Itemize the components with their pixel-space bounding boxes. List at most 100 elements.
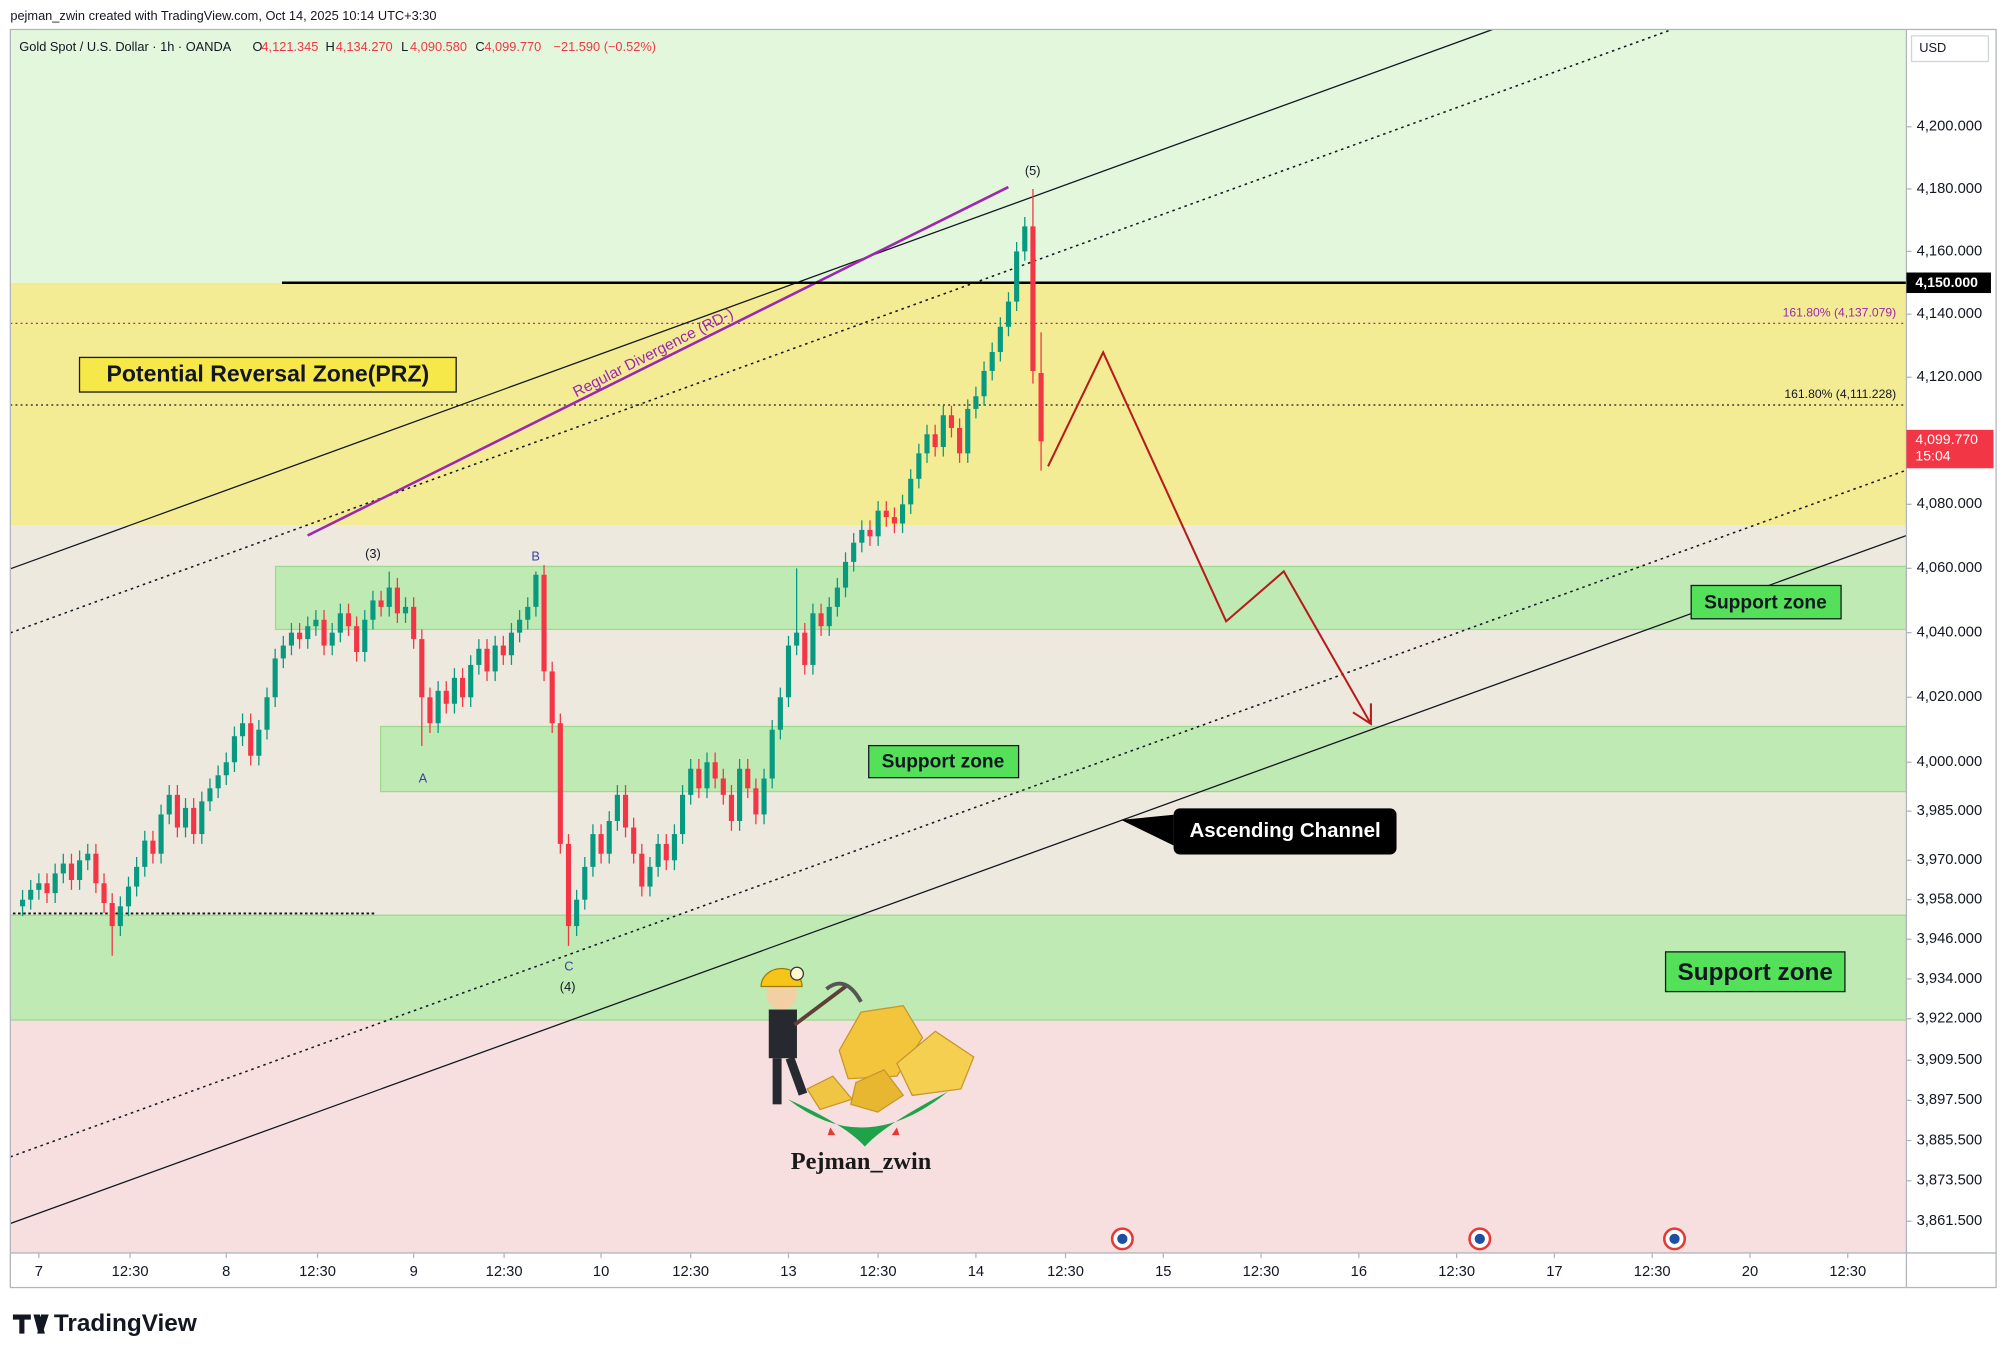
x-tick-label: 17 — [1546, 1264, 1562, 1280]
candle-body — [777, 697, 783, 730]
ohlc-value: 4,121.345 — [261, 39, 318, 54]
candle-body — [891, 517, 897, 524]
candle-body — [117, 906, 123, 927]
candle-body — [663, 843, 669, 861]
candle-body — [557, 723, 563, 844]
candle-body — [313, 619, 319, 627]
y-tick-label: 3,885.500 — [1917, 1132, 1982, 1148]
candle-body — [582, 866, 588, 900]
y-tick-label: 3,861.500 — [1917, 1213, 1982, 1229]
currency-box — [1910, 35, 1990, 63]
brand-name: TradingView — [54, 1310, 197, 1337]
candle-body — [476, 648, 482, 665]
candle-body — [362, 619, 368, 653]
candle-body — [370, 600, 376, 620]
wave-label: (3) — [365, 546, 381, 561]
candle-body — [85, 853, 91, 861]
y-tick-label: 4,140.000 — [1917, 306, 1982, 322]
candle-body — [354, 626, 360, 653]
wave-label: (5) — [1025, 163, 1041, 178]
band-upper — [10, 29, 1907, 283]
wave-label: B — [531, 549, 540, 564]
y-tick-label: 3,897.500 — [1917, 1092, 1982, 1108]
zone — [10, 282, 1907, 526]
zone — [379, 725, 1907, 793]
candle-body — [28, 889, 34, 900]
candle-body — [297, 632, 303, 640]
candle-body — [386, 587, 392, 607]
price-level-label: 4,150.000 — [1915, 274, 1978, 290]
candle-body — [272, 658, 278, 698]
candle-body — [590, 834, 596, 867]
candle-body — [916, 453, 922, 479]
x-tick-label: 16 — [1351, 1264, 1367, 1280]
wave-label: (4) — [560, 979, 576, 994]
y-tick-label: 3,909.500 — [1917, 1052, 1982, 1068]
x-tick-label: 20 — [1742, 1264, 1758, 1280]
candle-body — [598, 834, 604, 854]
support-label: Support zone — [882, 751, 1005, 772]
candle-body — [631, 827, 637, 854]
y-tick-label: 4,120.000 — [1917, 369, 1982, 385]
chart-frame — [9, 28, 1997, 1289]
prz-label-box — [78, 356, 457, 393]
candle-body — [785, 645, 792, 698]
candle-body — [997, 326, 1003, 352]
currency: USD — [1919, 40, 1946, 55]
last-price-label: 4,099.770 — [1915, 431, 1978, 447]
candle-body — [264, 697, 270, 730]
candle-body — [500, 645, 506, 656]
candle-body — [549, 671, 555, 724]
candle-body — [769, 729, 775, 779]
candle-body — [981, 370, 987, 397]
support-label: Support zone — [1678, 959, 1833, 986]
x-tick-label: 9 — [410, 1264, 418, 1280]
candle-body — [745, 768, 751, 789]
candle-body — [842, 561, 849, 588]
candle-body — [834, 587, 840, 607]
y-tick-label: 4,020.000 — [1917, 689, 1982, 705]
candle-body — [1038, 373, 1044, 442]
projection-arrow — [1047, 349, 1372, 725]
wave-label: A — [419, 770, 428, 785]
candle-body — [671, 834, 677, 861]
y-tick-label: 4,200.000 — [1917, 119, 1982, 135]
x-tick-label: 8 — [222, 1264, 230, 1280]
y-tick-label: 3,934.000 — [1917, 971, 1982, 987]
candle-body — [460, 677, 466, 698]
candle-body — [288, 632, 295, 646]
attribution: pejman_zwin created with TradingView.com… — [10, 8, 436, 23]
candle-body — [411, 606, 417, 640]
candle-body — [696, 768, 702, 789]
candle-body — [77, 860, 83, 880]
candle-body — [525, 606, 531, 620]
candle-body — [492, 645, 498, 672]
candle-body — [44, 883, 50, 894]
candle-body — [565, 843, 572, 927]
candle-body — [1022, 226, 1028, 252]
candle-body — [166, 794, 172, 815]
last-price-tag — [1906, 429, 1994, 469]
fib-label: 161.80% (4,111.228) — [1784, 387, 1896, 401]
y-tick-label: 4,040.000 — [1917, 625, 1982, 641]
candle-body — [378, 600, 384, 607]
candle-body — [142, 840, 148, 867]
candle-body — [248, 723, 254, 756]
candle-body — [680, 794, 686, 835]
candle-body — [443, 690, 449, 704]
ohlc-value: 4,090.580 — [410, 39, 467, 54]
candle-body — [606, 820, 612, 854]
candle-body — [655, 843, 661, 867]
divergence-line — [306, 185, 1009, 537]
ohlc-key: L — [401, 39, 408, 54]
candle-body — [305, 626, 311, 640]
x-tick-label: 12:30 — [860, 1264, 897, 1280]
miner-illustration — [760, 966, 975, 1147]
x-tick-label: 12:30 — [299, 1264, 336, 1280]
candle-body — [93, 853, 99, 884]
candle-body — [256, 729, 262, 756]
y-tick-label: 3,922.000 — [1917, 1011, 1982, 1027]
candle-body — [223, 762, 229, 776]
candle-body — [883, 510, 889, 518]
candle-body — [737, 768, 743, 821]
